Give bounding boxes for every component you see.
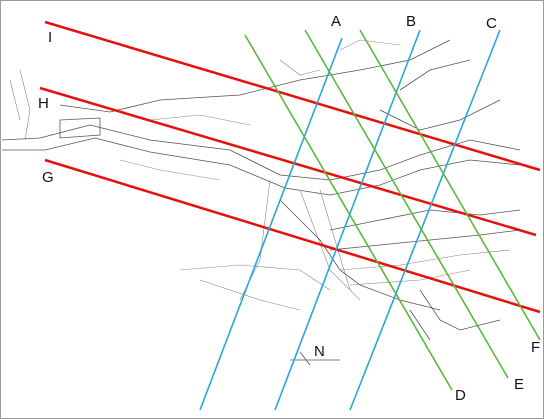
section-label: F bbox=[531, 339, 540, 356]
section-label: E bbox=[514, 376, 524, 393]
section-line-d bbox=[244, 34, 453, 391]
section-label: H bbox=[38, 95, 49, 112]
section-lines bbox=[39, 20, 541, 411]
section-label: C bbox=[486, 15, 497, 32]
section-line-f bbox=[359, 29, 541, 341]
section-label: D bbox=[455, 387, 466, 404]
section-label: G bbox=[42, 169, 54, 186]
section-line-i bbox=[44, 20, 541, 172]
section-line-a bbox=[199, 37, 343, 411]
section-line-h bbox=[39, 86, 537, 237]
section-line-c bbox=[349, 29, 501, 411]
section-line-e bbox=[304, 29, 509, 379]
section-line-g bbox=[44, 158, 541, 314]
north-label: N bbox=[314, 343, 325, 360]
section-line-b bbox=[274, 29, 421, 411]
section-label: I bbox=[48, 29, 52, 46]
section-label: B bbox=[406, 13, 416, 30]
section-label: A bbox=[331, 13, 341, 30]
